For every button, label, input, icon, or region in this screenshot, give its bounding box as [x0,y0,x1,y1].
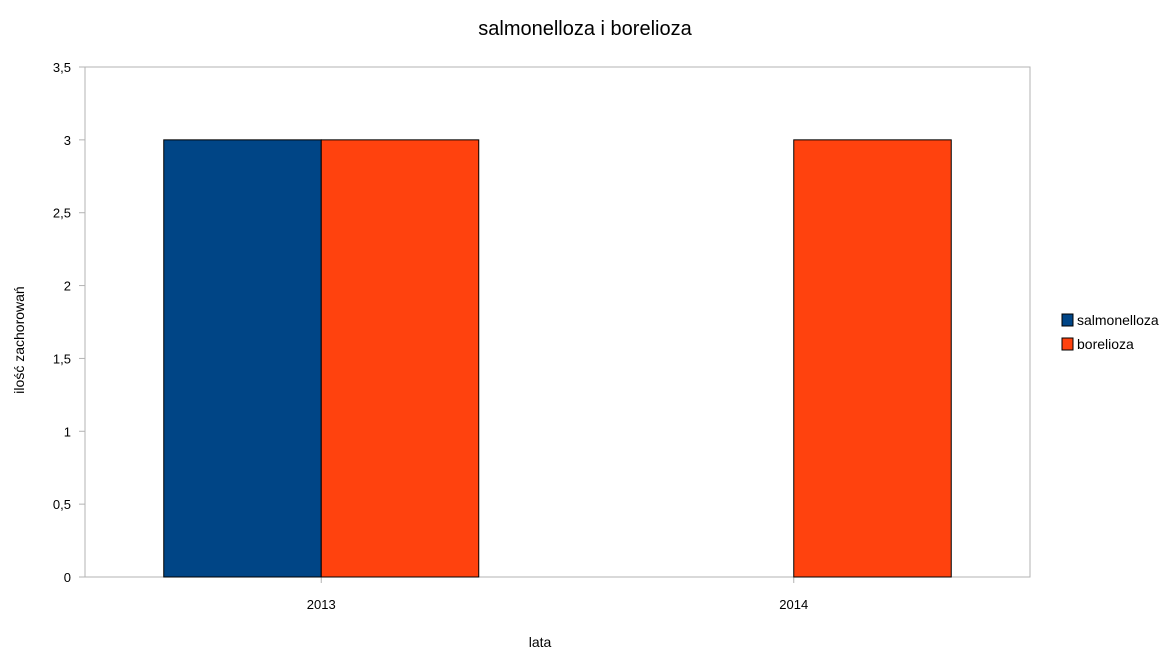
plot-area-frame [84,66,1031,578]
bar-borelioza-2013 [320,139,480,578]
y-axis-ticks: 0 0,5 1 1,5 2 2,5 3 3,5 [53,60,85,585]
x-tick-label: 2014 [779,597,808,612]
legend-label: borelioza [1077,336,1134,352]
y-tick-label: 3 [64,133,71,148]
bar-borelioza-2014 [793,139,952,578]
y-tick-label: 2,5 [53,206,71,221]
x-axis-label: lata [529,634,552,650]
x-axis-ticks: 2013 2014 [307,577,808,612]
bars [163,139,952,578]
chart-title: salmonelloza i borelioza [478,18,692,40]
legend-swatch [1061,337,1074,351]
bar-salmonelloza-2013 [163,139,322,578]
y-tick-label: 2 [64,279,71,294]
y-tick-label: 1 [64,424,71,439]
y-tick-label: 0 [64,570,71,585]
legend-swatch [1061,313,1074,327]
y-tick-label: 3,5 [53,60,71,75]
legend-label: salmonelloza [1077,312,1159,328]
legend: salmonelloza borelioza [1061,312,1159,352]
x-tick-label: 2013 [307,597,336,612]
y-tick-label: 1,5 [53,351,71,366]
y-tick-label: 0,5 [53,497,71,512]
y-axis-label: ilość zachorowań [11,286,27,393]
